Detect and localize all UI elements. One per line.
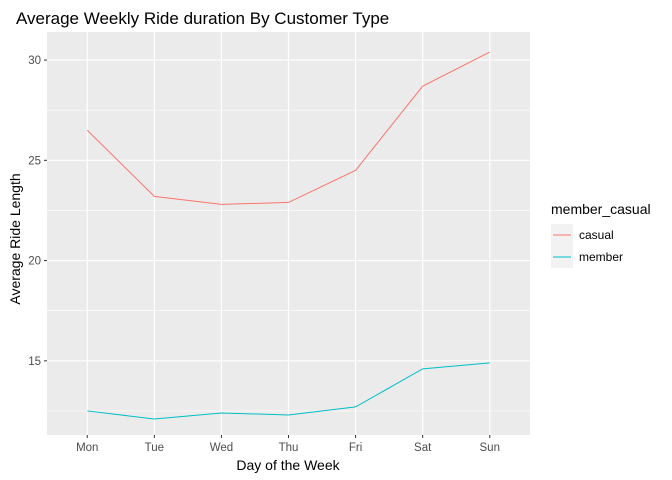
x-tick-label: Mon — [76, 442, 98, 454]
x-tick-label: Sat — [414, 442, 432, 454]
x-tick-label: Thu — [279, 442, 299, 454]
x-axis-title: Day of the Week — [236, 457, 340, 473]
legend: member_casual casual member — [551, 201, 651, 268]
y-axis: 15 20 25 30 — [28, 55, 47, 368]
series-line-member — [87, 362, 490, 420]
x-tick-label: Sun — [480, 442, 500, 454]
y-tick-label: 15 — [28, 356, 41, 368]
y-tick-label: 30 — [28, 55, 41, 67]
major-gridlines — [47, 32, 530, 435]
legend-label-casual: casual — [579, 228, 614, 242]
x-tick-label: Fri — [349, 442, 362, 454]
y-axis-title: Average Ride Length — [7, 173, 23, 304]
series-lines — [86, 51, 490, 420]
y-tick-label: 25 — [28, 155, 41, 167]
legend-title: member_casual — [551, 201, 651, 217]
x-tick-label: Wed — [210, 442, 233, 454]
series-line-casual — [86, 51, 490, 205]
chart-title: Average Weekly Ride duration By Customer… — [16, 9, 389, 28]
legend-label-member: member — [579, 250, 623, 264]
y-tick-label: 20 — [28, 256, 41, 268]
x-axis: Mon Tue Wed Thu Fri Sat Sun — [76, 435, 500, 454]
x-tick-label: Tue — [145, 442, 164, 454]
